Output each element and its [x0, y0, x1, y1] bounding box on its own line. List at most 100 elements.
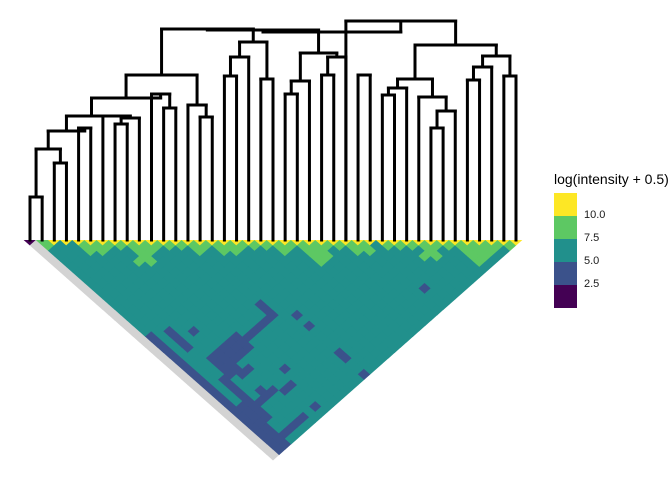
heatmap-cell [333, 368, 347, 380]
heatmap-cell [157, 240, 171, 246]
heatmap-cell [132, 245, 146, 257]
heatmap-cell [461, 245, 474, 257]
heatmap-cell [272, 368, 286, 380]
heatmap-cell [169, 240, 183, 246]
heatmap-cell [424, 245, 438, 257]
heatmap-cell [23, 240, 37, 246]
heatmap-cell [436, 245, 450, 257]
heatmap-cell [369, 357, 383, 370]
heatmap-cell [205, 245, 219, 257]
heatmap-cell [436, 298, 450, 311]
legend-swatch [554, 216, 577, 239]
heatmap-cell [333, 390, 347, 402]
heatmap-cell [351, 245, 365, 257]
legend-title: log(intensity + 0.5) [554, 171, 669, 187]
heatmap-cell [96, 245, 110, 257]
heatmap-cell [400, 245, 414, 257]
heatmap-cell [461, 240, 474, 246]
heatmap-cell [72, 245, 85, 257]
heatmap-cell [278, 245, 292, 257]
heatmap-cell [442, 293, 456, 305]
heatmap-cell [193, 245, 207, 257]
heatmap-cell [448, 288, 462, 300]
heatmap-cell [321, 368, 335, 380]
heatmap-cell [339, 245, 353, 257]
heatmap-cell [424, 240, 438, 246]
heatmap-cell [388, 245, 401, 257]
heatmap-cell [375, 245, 389, 257]
heatmap-cell [193, 240, 207, 246]
heatmap-cell [290, 245, 304, 257]
heatmap-cell [60, 245, 73, 257]
heatmap-cell [218, 245, 231, 257]
heatmap-cell [284, 368, 298, 380]
heatmap-cell [132, 240, 146, 246]
legend-label: 5.0 [584, 255, 600, 267]
heatmap-cell [339, 240, 353, 246]
heatmap-cell [211, 368, 225, 380]
heatmap-cell [60, 240, 73, 246]
heatmap-cell [412, 240, 426, 246]
heatmap-cell [485, 245, 499, 257]
heatmap-cell [35, 245, 49, 257]
heatmap-cell [145, 240, 158, 246]
heatmap-cell [254, 240, 268, 246]
heatmap-cell [448, 240, 462, 246]
heatmap-cell [181, 240, 195, 246]
heatmap-cell [479, 261, 492, 273]
heatmap-cell [297, 422, 310, 434]
heatmap-cell [218, 240, 231, 246]
heatmap-cell [290, 240, 304, 246]
heatmap-cell [120, 245, 134, 257]
heatmap-cell [357, 368, 371, 380]
heatmap-cell [406, 325, 420, 337]
heatmap-cell [278, 240, 292, 246]
legend-swatch [554, 239, 577, 262]
legend-swatch [554, 262, 577, 285]
heatmap-cell [315, 245, 328, 257]
heatmap-cell [108, 245, 122, 257]
heatmap-cell [236, 368, 249, 380]
heatmap-cell [345, 368, 359, 380]
heatmap-cell [120, 240, 134, 246]
legend-swatch [554, 285, 577, 308]
heatmap-cell [351, 240, 365, 246]
heatmap-cell [412, 245, 426, 257]
heatmap-cell [309, 368, 322, 380]
heatmap-cell [448, 245, 462, 257]
heatmap-cell [497, 240, 511, 246]
heatmap-cell [266, 240, 280, 246]
legend-label: 2.5 [584, 278, 600, 290]
heatmap-cell [145, 245, 158, 257]
heatmap-cell [157, 245, 171, 257]
heatmap-cell [315, 240, 328, 246]
heatmap-cell [388, 240, 401, 246]
heatmap-cell [205, 240, 219, 246]
heatmap-cell [84, 240, 98, 246]
heatmap-cell [181, 245, 195, 257]
heatmap-cell [375, 352, 389, 364]
heatmap-cell [35, 240, 49, 246]
heatmap-cell [47, 240, 61, 246]
heatmap-cell [72, 240, 85, 246]
heatmap-cell [199, 368, 213, 380]
heatmap-cell [254, 245, 268, 257]
heatmap-cell [327, 240, 341, 246]
heatmap-cell [400, 330, 414, 343]
heatmap-cell [84, 245, 98, 257]
heatmap-cell [260, 368, 274, 380]
heatmap-cell [473, 245, 486, 257]
heatmap-cell [303, 245, 316, 257]
heatmap-cell [230, 245, 243, 257]
heatmap-cell [509, 240, 523, 246]
heatmap-cell [108, 240, 122, 246]
heatmap-cell [375, 240, 389, 246]
heatmap-cell [284, 433, 298, 445]
legend-label: 10.0 [584, 209, 606, 221]
heatmap-cell [363, 240, 377, 246]
heatmap-cell [363, 245, 377, 257]
heatmap-cell [187, 368, 201, 380]
dendrogram [28, 19, 518, 242]
heatmap-cell [96, 240, 110, 246]
heatmap-cell [290, 427, 304, 439]
